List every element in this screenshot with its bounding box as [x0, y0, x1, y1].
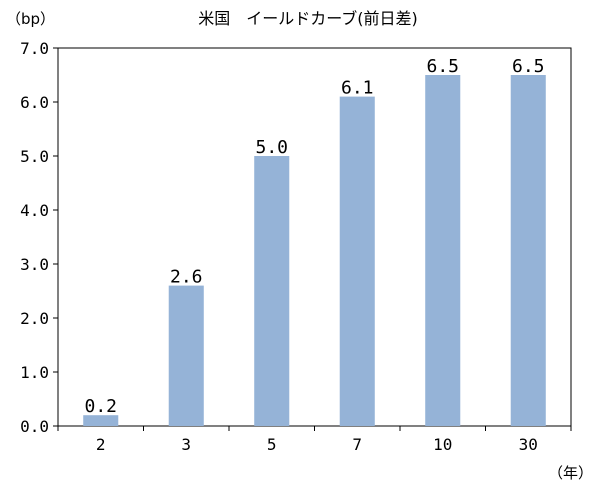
y-tick-label: 6.0 — [20, 93, 49, 112]
bar-value-label: 6.1 — [341, 78, 374, 99]
y-tick-label: 0.0 — [20, 417, 49, 436]
x-tick-label: 3 — [181, 435, 191, 454]
x-tick-label: 2 — [96, 435, 106, 454]
y-tick-label: 5.0 — [20, 147, 49, 166]
data-labels: 0.2 2.6 5.0 6.1 6.5 6.5 — [84, 56, 544, 417]
bar — [510, 75, 546, 426]
y-axis-unit-label: （bp） — [6, 10, 55, 28]
x-axis: 2 3 5 7 10 30 — [57, 426, 572, 454]
bar — [168, 285, 204, 426]
x-tick-label: 7 — [352, 435, 362, 454]
bar-value-label: 5.0 — [255, 137, 288, 158]
bar-series — [83, 75, 546, 426]
x-axis-unit-label: （年） — [548, 464, 593, 482]
bar — [425, 75, 461, 426]
bar-value-label: 6.5 — [426, 56, 459, 77]
y-tick-label: 3.0 — [20, 255, 49, 274]
bar-value-label: 6.5 — [512, 56, 545, 77]
y-tick-label: 7.0 — [20, 39, 49, 58]
bar — [254, 156, 290, 426]
chart-title: 米国 イールドカーブ(前日差) — [198, 9, 418, 28]
y-tick-label: 4.0 — [20, 201, 49, 220]
bar-value-label: 2.6 — [170, 267, 203, 288]
x-tick-label: 10 — [433, 435, 452, 454]
bar-value-label: 0.2 — [84, 396, 117, 417]
bar — [83, 415, 119, 426]
y-tick-label: 1.0 — [20, 363, 49, 382]
x-tick-label: 5 — [267, 435, 277, 454]
bar — [339, 96, 375, 426]
y-tick-label: 2.0 — [20, 309, 49, 328]
plot-area-frame — [57, 47, 572, 427]
y-axis: 0.0 1.0 2.0 3.0 4.0 5.0 6.0 7.0 — [20, 39, 58, 436]
x-tick-label: 30 — [519, 435, 538, 454]
